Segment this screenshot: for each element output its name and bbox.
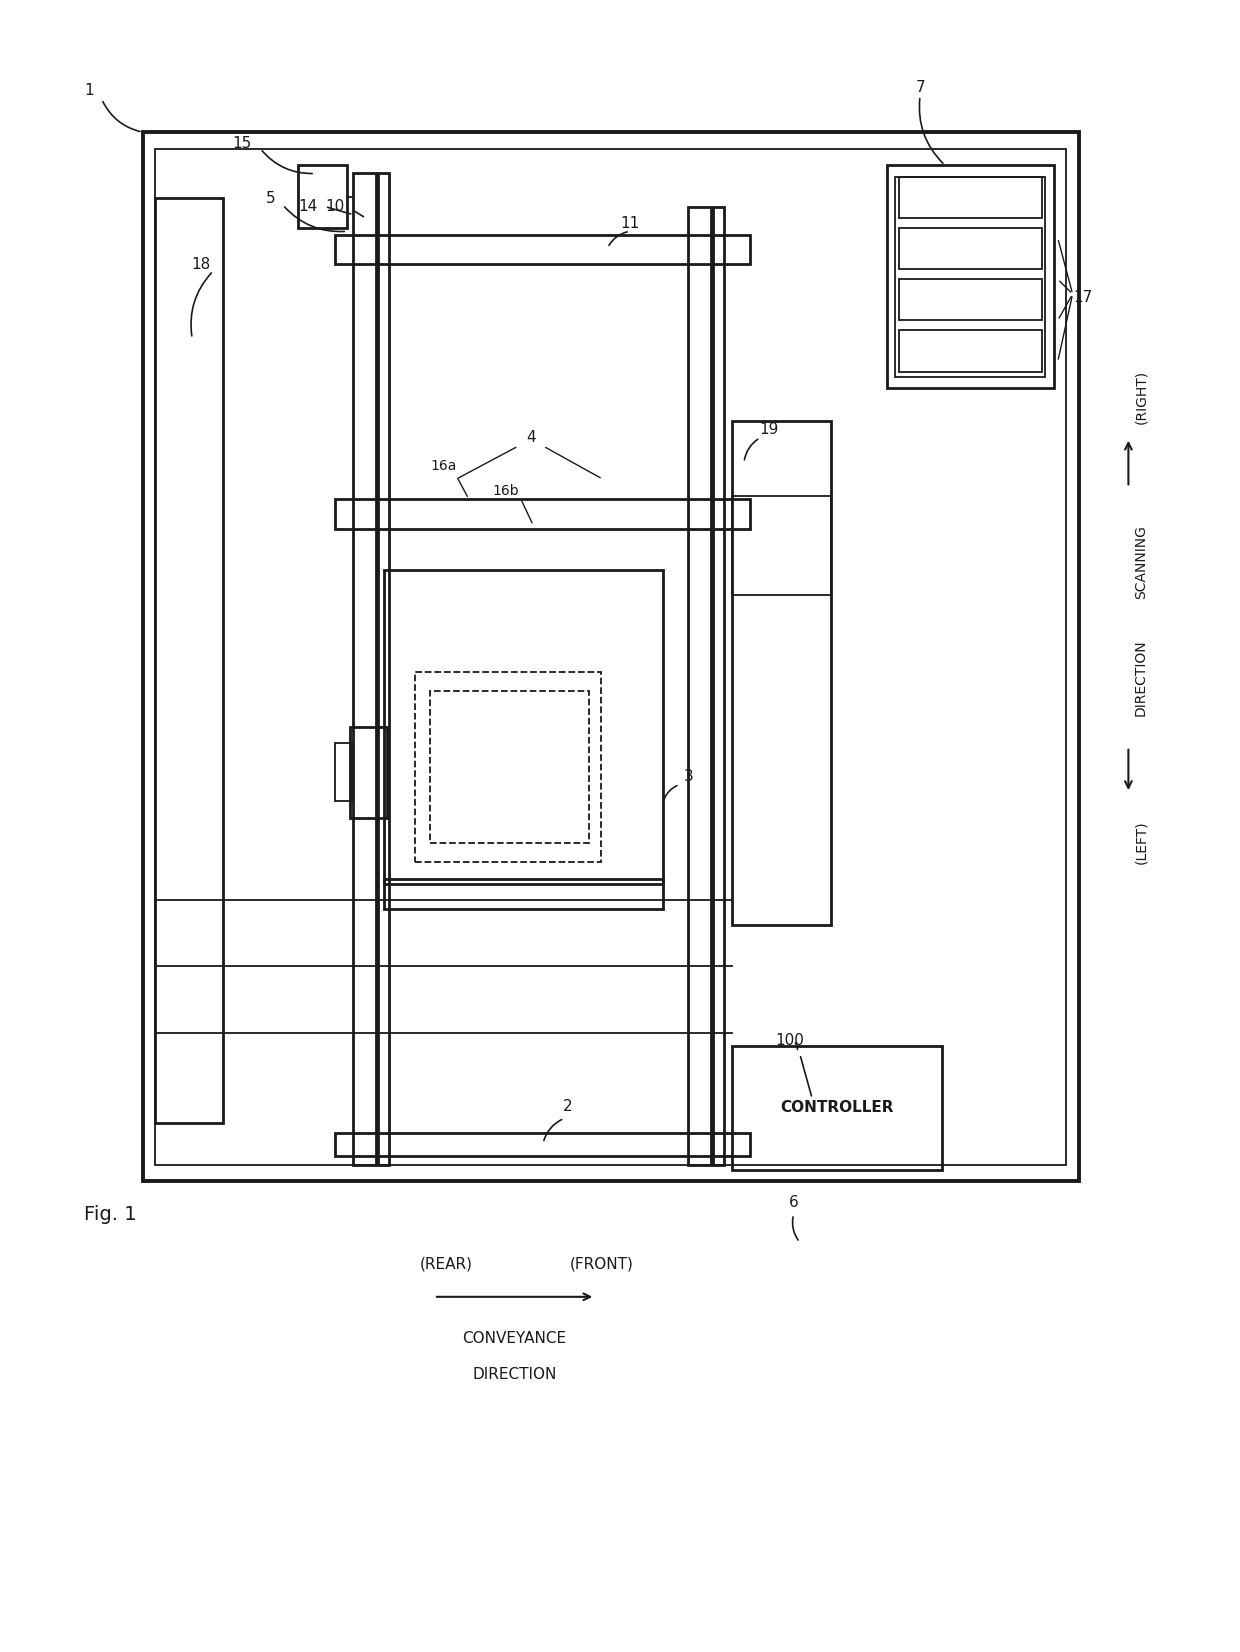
Text: 7: 7 [915,79,925,96]
Text: 16a: 16a [430,459,458,472]
Text: Fig. 1: Fig. 1 [84,1204,136,1224]
Text: 5: 5 [265,190,275,206]
Text: DIRECTION: DIRECTION [472,1366,557,1383]
Text: 17: 17 [1073,289,1092,306]
Bar [887,165,1054,388]
Text: 1: 1 [84,83,94,99]
Bar [415,672,601,862]
Bar [732,1046,942,1170]
Text: (REAR): (REAR) [420,1256,472,1272]
Bar [350,727,387,818]
Bar [335,743,352,801]
Bar [384,570,663,884]
Text: (FRONT): (FRONT) [569,1256,634,1272]
Bar [688,206,711,1165]
Bar [378,173,389,1165]
Bar [713,206,724,1165]
Bar [899,177,1042,218]
Bar [155,198,223,1123]
Text: DIRECTION: DIRECTION [1133,639,1148,715]
Text: 10: 10 [325,198,345,215]
Bar [899,330,1042,372]
Bar [155,149,1066,1165]
Text: CONVEYANCE: CONVEYANCE [463,1330,567,1346]
Bar [335,1133,750,1156]
Bar [430,691,589,843]
Bar [899,228,1042,269]
Bar [899,279,1042,320]
Text: 15: 15 [232,135,252,152]
Text: 16b: 16b [492,484,520,497]
Text: 18: 18 [191,256,211,273]
Text: 11: 11 [620,215,640,231]
Bar [732,421,831,925]
Bar [895,177,1045,377]
Bar [335,499,750,529]
Text: CONTROLLER: CONTROLLER [780,1100,894,1115]
Text: 100: 100 [775,1032,805,1049]
Text: 4: 4 [526,430,536,446]
Text: 14: 14 [298,198,317,215]
Bar [335,235,750,264]
Text: 3: 3 [683,768,693,785]
Text: 6: 6 [789,1194,799,1211]
Text: 2: 2 [563,1099,573,1115]
Bar [732,496,831,595]
Text: (LEFT): (LEFT) [1133,821,1148,864]
Text: 19: 19 [759,421,779,438]
Text: SCANNING: SCANNING [1133,525,1148,598]
Text: (RIGHT): (RIGHT) [1133,370,1148,423]
Bar [384,879,663,909]
Bar [353,173,376,1165]
Bar [143,132,1079,1181]
Bar [298,165,347,228]
